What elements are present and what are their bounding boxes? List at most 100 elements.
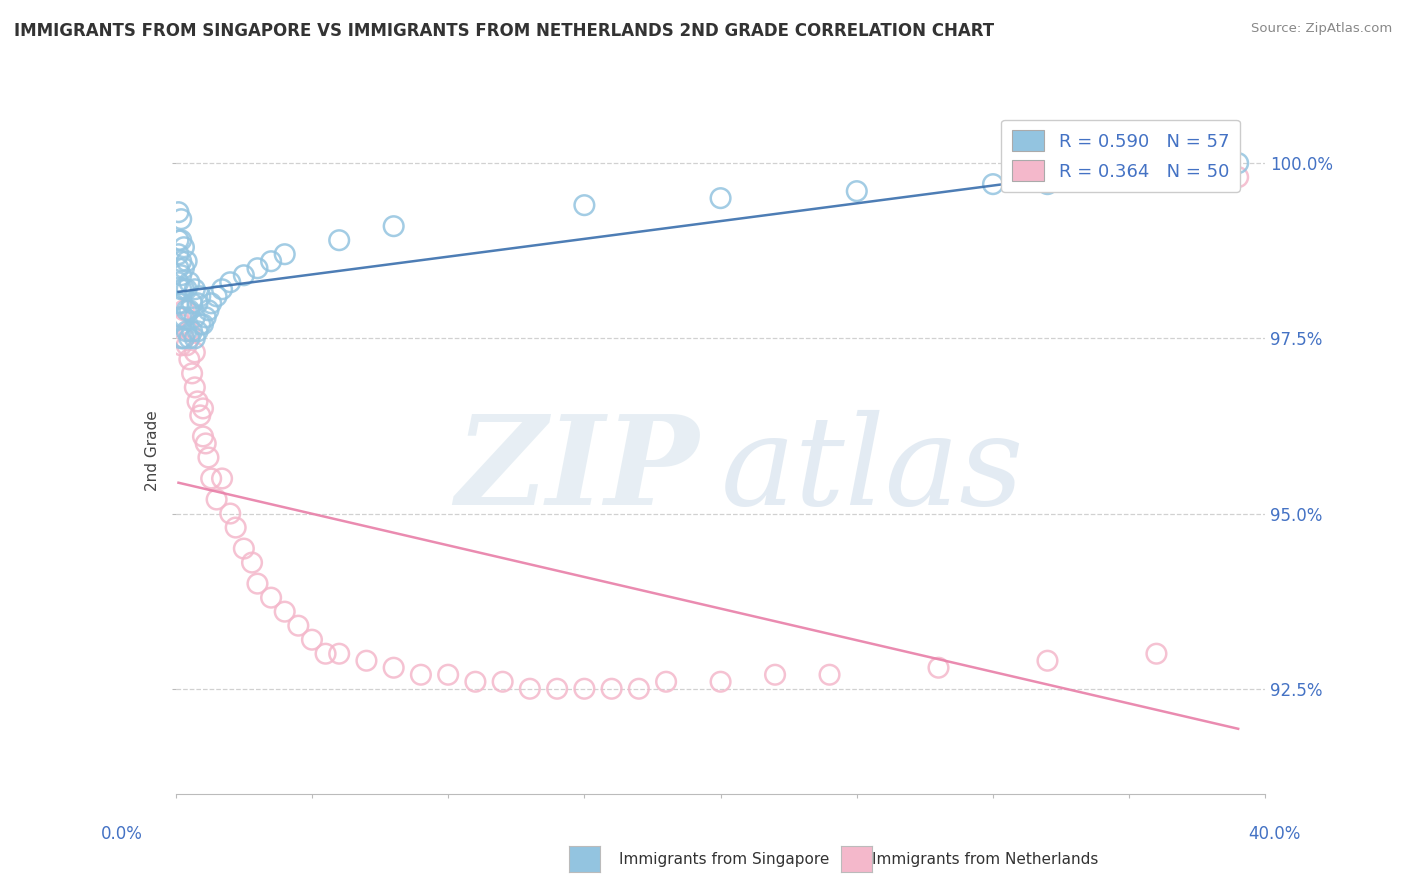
Point xyxy=(176,338,198,352)
Point xyxy=(200,296,222,310)
Point xyxy=(519,681,541,696)
Point xyxy=(176,254,198,268)
Point xyxy=(191,429,214,443)
Point xyxy=(194,310,217,325)
Point xyxy=(274,247,297,261)
Point xyxy=(219,507,242,521)
Point xyxy=(184,380,207,394)
Point xyxy=(179,303,201,318)
Point xyxy=(181,324,204,338)
Point xyxy=(437,667,460,681)
Point xyxy=(260,591,283,605)
Point xyxy=(167,205,190,219)
Point xyxy=(170,331,193,345)
Point xyxy=(186,394,209,409)
Point xyxy=(818,667,841,681)
Point xyxy=(184,345,207,359)
Text: atlas: atlas xyxy=(721,410,1024,532)
Text: Immigrants from Netherlands: Immigrants from Netherlands xyxy=(872,852,1098,867)
Point xyxy=(246,261,269,276)
Point xyxy=(197,450,219,465)
Point xyxy=(205,289,228,303)
Point xyxy=(167,261,190,276)
Point xyxy=(232,541,254,556)
Y-axis label: 2nd Grade: 2nd Grade xyxy=(145,410,160,491)
Point xyxy=(170,318,193,332)
Point xyxy=(219,275,242,289)
Point xyxy=(179,352,201,367)
Point xyxy=(167,275,190,289)
Point xyxy=(170,338,193,352)
Point xyxy=(184,310,207,325)
Point xyxy=(1199,163,1222,178)
Point xyxy=(186,296,209,310)
Point xyxy=(200,471,222,485)
Point xyxy=(301,632,323,647)
Point xyxy=(356,654,378,668)
Point xyxy=(546,681,568,696)
Point xyxy=(1227,156,1250,170)
Point xyxy=(170,268,193,283)
Point xyxy=(173,282,195,296)
Point xyxy=(170,233,193,247)
Point xyxy=(655,674,678,689)
Point xyxy=(191,318,214,332)
Point xyxy=(170,310,193,325)
Point xyxy=(464,674,486,689)
Point xyxy=(211,282,233,296)
Point xyxy=(170,254,193,268)
Point xyxy=(173,310,195,325)
Point xyxy=(287,618,309,632)
Point xyxy=(191,401,214,416)
Point xyxy=(710,674,733,689)
Point xyxy=(315,647,337,661)
Point xyxy=(1036,654,1059,668)
Text: ZIP: ZIP xyxy=(456,410,699,532)
Point xyxy=(179,275,201,289)
Text: 40.0%: 40.0% xyxy=(1249,825,1301,843)
Point xyxy=(173,331,195,345)
Point xyxy=(194,436,217,450)
Point xyxy=(173,303,195,318)
Point xyxy=(170,212,193,227)
Point xyxy=(167,247,190,261)
Text: Source: ZipAtlas.com: Source: ZipAtlas.com xyxy=(1251,22,1392,36)
Point xyxy=(170,296,193,310)
Point xyxy=(845,184,868,198)
Point xyxy=(170,282,193,296)
Text: 0.0%: 0.0% xyxy=(101,825,143,843)
Point xyxy=(186,324,209,338)
Point xyxy=(181,296,204,310)
Point xyxy=(1227,170,1250,185)
Point xyxy=(176,282,198,296)
Point xyxy=(574,681,596,696)
Point xyxy=(173,261,195,276)
Point xyxy=(328,647,350,661)
Point xyxy=(240,556,263,570)
Point xyxy=(205,492,228,507)
Point xyxy=(246,576,269,591)
Point xyxy=(188,409,211,423)
Point xyxy=(184,282,207,296)
Point xyxy=(167,296,190,310)
Point xyxy=(710,191,733,205)
Point xyxy=(181,367,204,381)
Point xyxy=(176,303,198,318)
Point xyxy=(763,667,786,681)
Point xyxy=(574,198,596,212)
Point xyxy=(981,177,1004,191)
Point xyxy=(627,681,650,696)
Point xyxy=(179,324,201,338)
Point xyxy=(173,240,195,254)
Point xyxy=(382,219,405,234)
Point xyxy=(928,661,950,675)
Point xyxy=(179,331,201,345)
Text: IMMIGRANTS FROM SINGAPORE VS IMMIGRANTS FROM NETHERLANDS 2ND GRADE CORRELATION C: IMMIGRANTS FROM SINGAPORE VS IMMIGRANTS … xyxy=(14,22,994,40)
Point xyxy=(1144,647,1167,661)
Point xyxy=(232,268,254,283)
Point xyxy=(409,667,432,681)
Point xyxy=(167,310,190,325)
Point xyxy=(274,605,297,619)
Point xyxy=(328,233,350,247)
Point xyxy=(600,681,623,696)
